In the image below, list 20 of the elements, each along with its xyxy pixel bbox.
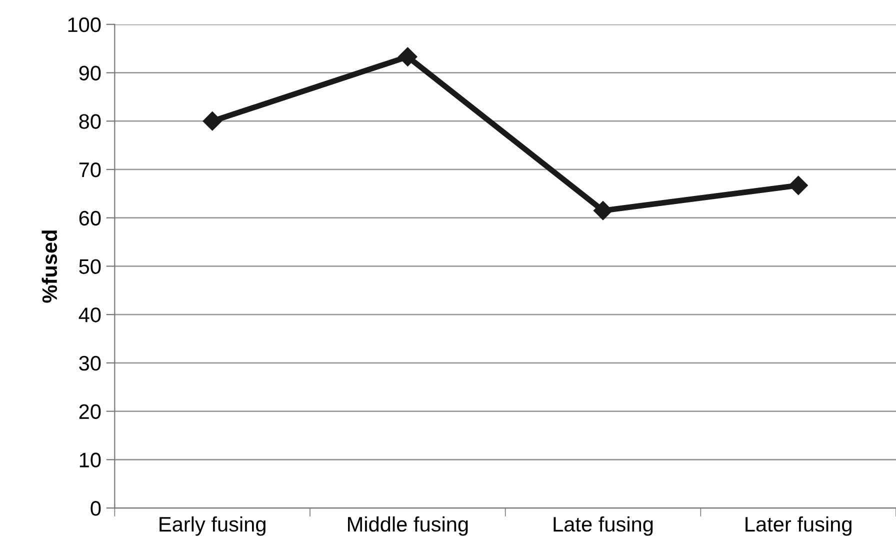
y-tick-label: 50 (79, 259, 101, 274)
point (593, 201, 613, 220)
y-tick-label: 20 (79, 404, 101, 420)
x-tick-label: Early fusing (160, 516, 266, 536)
point (202, 112, 222, 131)
point (398, 47, 418, 66)
point (788, 176, 808, 195)
y-tick-label: 60 (79, 210, 101, 226)
y-tick-label: 100 (68, 17, 101, 32)
y-tick-label: 30 (79, 356, 101, 371)
x-tick-label: Later fusing (746, 516, 852, 536)
y-tick-label: 70 (79, 162, 101, 178)
y-tick-label: 80 (79, 114, 101, 129)
y-tick-label: 0 (90, 501, 101, 516)
x-tick-label: Late fusing (554, 516, 653, 536)
x-tick-label: Middle fusing (348, 516, 468, 536)
y-tick-label: 40 (78, 308, 101, 322)
y-tick-label: 90 (79, 66, 101, 80)
y-axis-title: %fused (42, 230, 58, 303)
y-tick-label: 10 (80, 452, 101, 468)
